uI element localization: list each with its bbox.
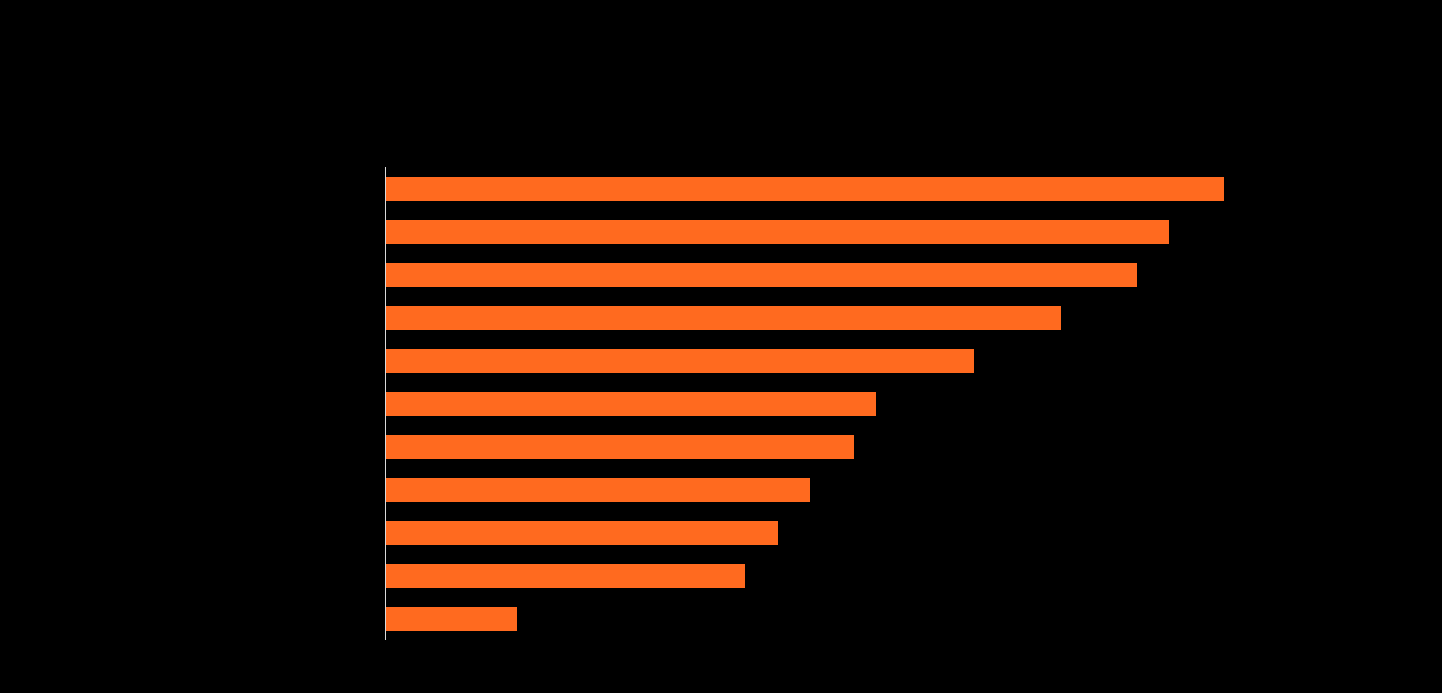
- bar: [386, 263, 1137, 287]
- bar: [386, 392, 876, 416]
- y-axis-line: [385, 167, 386, 640]
- bar: [386, 220, 1169, 244]
- bar: [386, 521, 778, 545]
- bar: [386, 306, 1061, 330]
- bar: [386, 564, 745, 588]
- bar: [386, 435, 854, 459]
- bar: [386, 478, 810, 502]
- bar: [386, 177, 1224, 201]
- bar: [386, 349, 974, 373]
- bar: [386, 607, 517, 631]
